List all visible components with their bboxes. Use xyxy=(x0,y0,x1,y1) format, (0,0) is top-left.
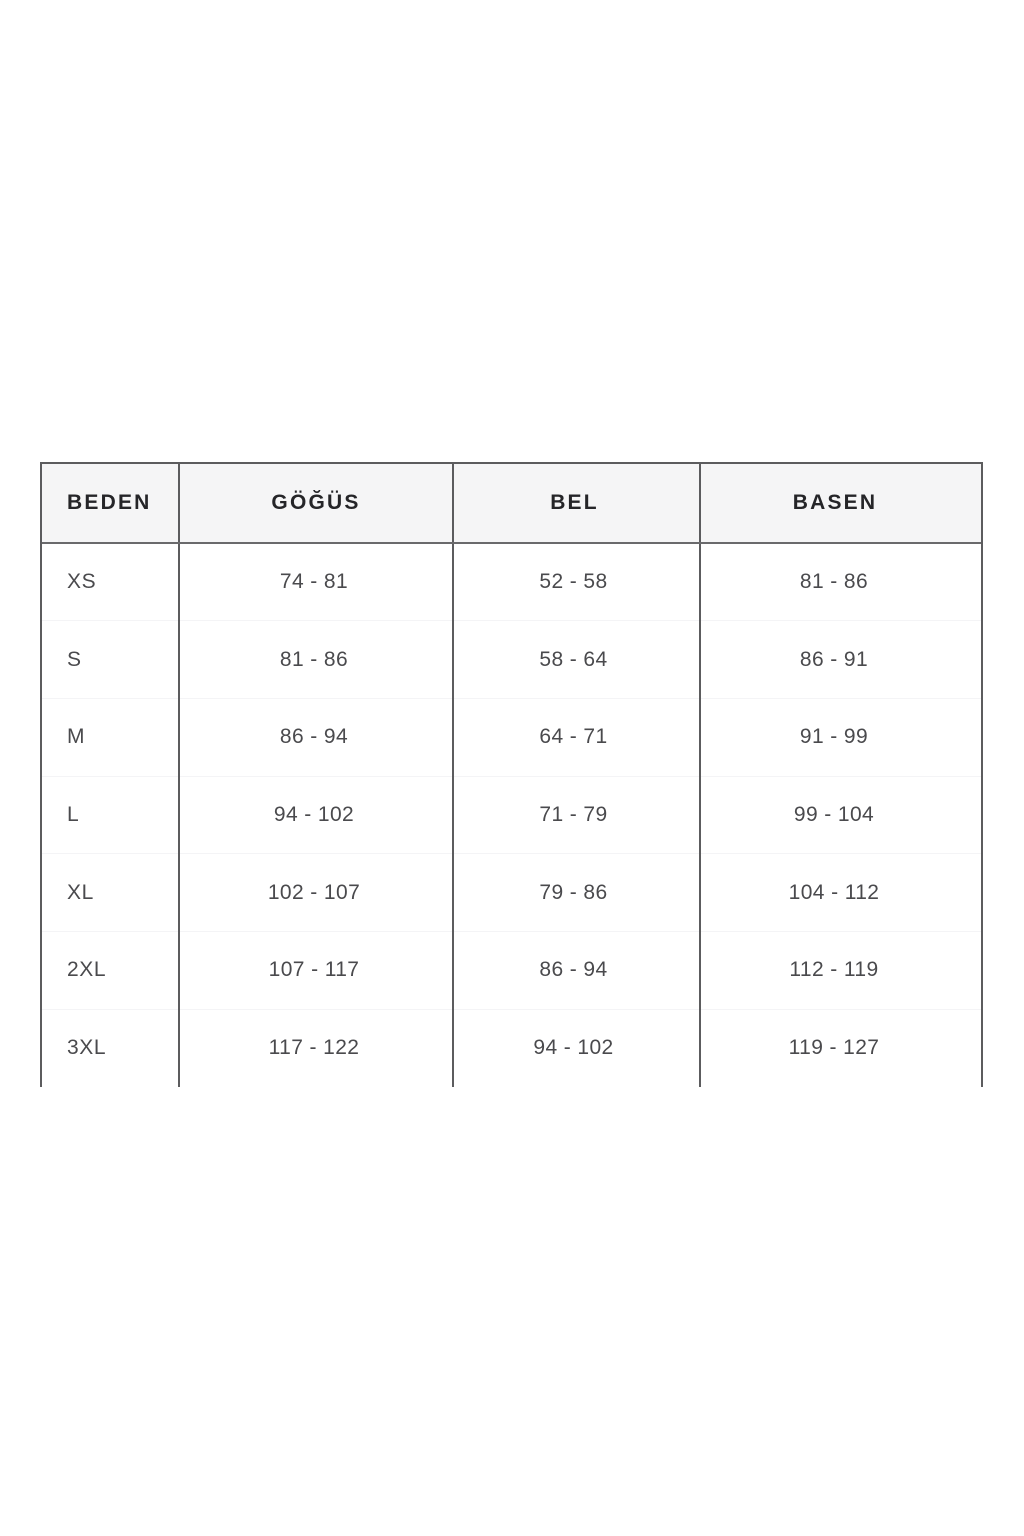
cell-gogus: 74 - 81 xyxy=(179,543,454,621)
cell-gogus: 107 - 117 xyxy=(179,930,454,1010)
table-header-row: BEDEN GÖĞÜS BEL BASEN xyxy=(42,464,981,544)
cell-basen: 81 - 86 xyxy=(700,543,981,621)
cell-bel: 52 - 58 xyxy=(453,543,701,621)
table-row: S 81 - 86 58 - 64 86 - 91 xyxy=(42,620,981,699)
cell-gogus: 94 - 102 xyxy=(179,775,454,854)
cell-bel: 64 - 71 xyxy=(453,697,701,777)
cell-gogus: 117 - 122 xyxy=(179,1008,454,1087)
cell-beden: L xyxy=(42,775,180,854)
cell-gogus: 81 - 86 xyxy=(179,620,454,699)
table-row: 2XL 107 - 117 86 - 94 112 - 119 xyxy=(42,930,981,1010)
table-row: XS 74 - 81 52 - 58 81 - 86 xyxy=(42,543,981,621)
table-row: XL 102 - 107 79 - 86 104 - 112 xyxy=(42,853,981,932)
size-chart-header: BEDEN GÖĞÜS BEL BASEN xyxy=(42,464,981,544)
cell-bel: 86 - 94 xyxy=(453,930,701,1010)
table-row: L 94 - 102 71 - 79 99 - 104 xyxy=(42,775,981,854)
cell-beden: M xyxy=(42,697,180,777)
column-header-bel: BEL xyxy=(453,464,701,544)
table-row: 3XL 117 - 122 94 - 102 119 - 127 xyxy=(42,1008,981,1087)
size-chart-container: BEDEN GÖĞÜS BEL BASEN XS 74 - 81 52 - 58… xyxy=(40,462,983,1087)
cell-bel: 58 - 64 xyxy=(453,620,701,699)
cell-basen: 112 - 119 xyxy=(700,930,981,1010)
cell-bel: 94 - 102 xyxy=(453,1008,701,1087)
column-header-beden: BEDEN xyxy=(42,464,180,544)
cell-gogus: 102 - 107 xyxy=(179,853,454,932)
size-chart-table: BEDEN GÖĞÜS BEL BASEN XS 74 - 81 52 - 58… xyxy=(42,464,981,1087)
cell-basen: 86 - 91 xyxy=(700,620,981,699)
cell-bel: 79 - 86 xyxy=(453,853,701,932)
cell-beden: 2XL xyxy=(42,930,180,1010)
cell-gogus: 86 - 94 xyxy=(179,697,454,777)
cell-beden: S xyxy=(42,620,180,699)
cell-basen: 91 - 99 xyxy=(700,697,981,777)
table-row: M 86 - 94 64 - 71 91 - 99 xyxy=(42,697,981,777)
cell-beden: XL xyxy=(42,853,180,932)
size-chart-body: XS 74 - 81 52 - 58 81 - 86 S 81 - 86 58 … xyxy=(42,543,981,1087)
cell-beden: 3XL xyxy=(42,1008,180,1087)
cell-basen: 119 - 127 xyxy=(700,1008,981,1087)
column-header-basen: BASEN xyxy=(700,464,981,544)
column-header-gogus: GÖĞÜS xyxy=(179,464,454,544)
cell-beden: XS xyxy=(42,543,180,621)
cell-basen: 99 - 104 xyxy=(700,775,981,854)
cell-bel: 71 - 79 xyxy=(453,775,701,854)
cell-basen: 104 - 112 xyxy=(700,853,981,932)
